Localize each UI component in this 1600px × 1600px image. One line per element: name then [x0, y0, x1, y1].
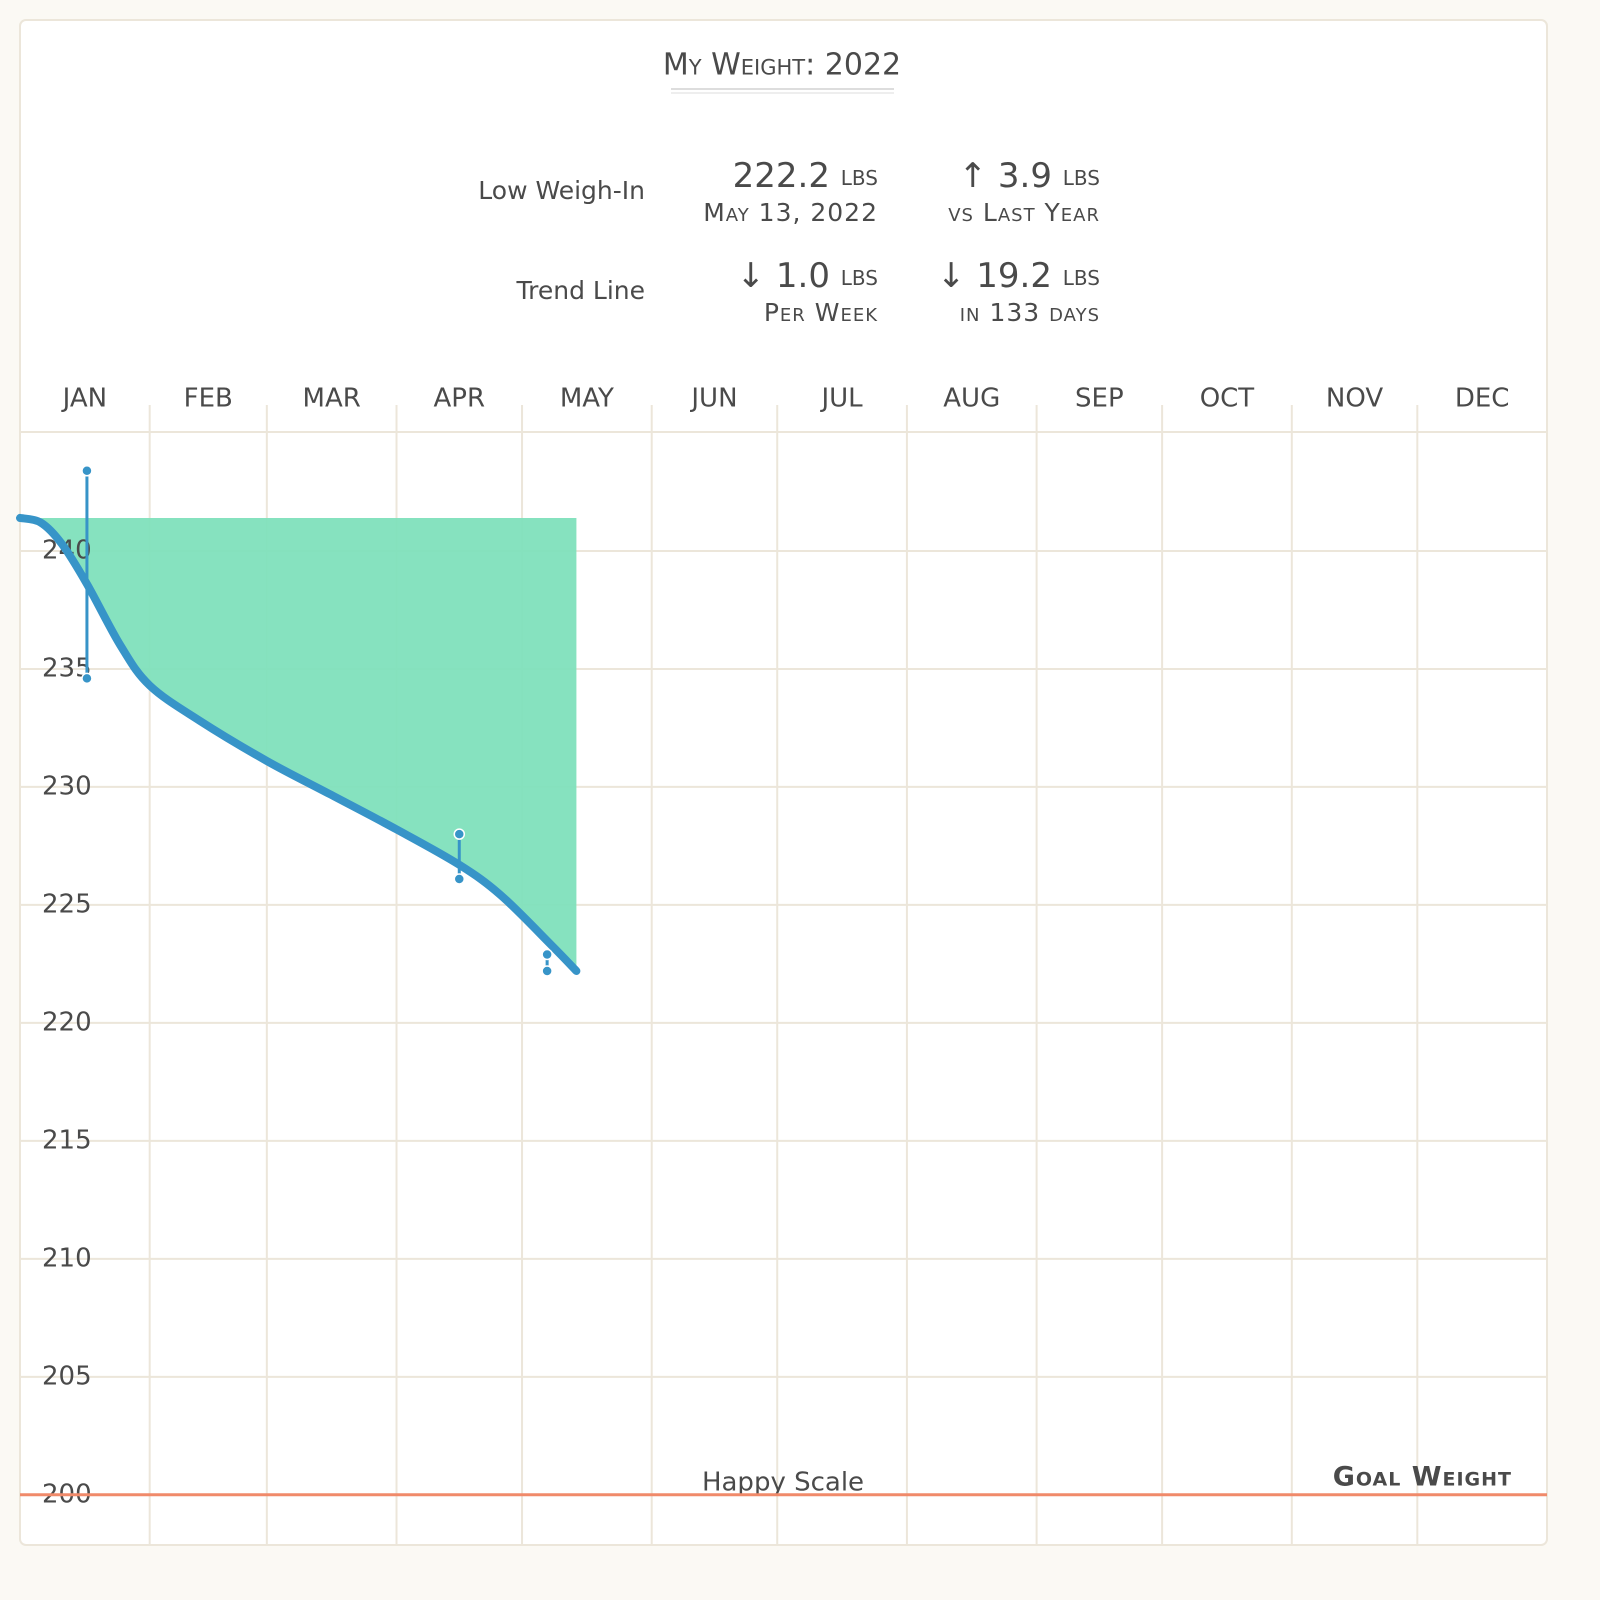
stat-number: ↓ 19.2 — [937, 256, 1052, 296]
y-tick-label: 225 — [42, 889, 92, 919]
stat-note: in 133 days — [960, 298, 1100, 327]
stat-label: Low Weigh-In — [478, 176, 645, 205]
range-high — [81, 465, 93, 477]
x-tick-label: AUG — [943, 384, 1000, 414]
trend-area — [20, 517, 577, 971]
range-high — [541, 948, 553, 961]
range-high — [453, 828, 466, 840]
stat-value: ↓ 1.0 lbs — [737, 256, 878, 296]
x-tick-label: NOV — [1326, 384, 1383, 414]
stat-number: ↓ 1.0 — [737, 256, 830, 296]
range-low — [81, 672, 93, 685]
stat-unit: lbs — [841, 259, 878, 292]
watermark: Happy Scale — [702, 1467, 864, 1497]
x-tick-label: JAN — [61, 384, 107, 414]
goal-label: Goal Weight — [1333, 1461, 1512, 1492]
stat-space — [830, 156, 841, 196]
y-tick-label: 230 — [42, 771, 92, 801]
stat-space — [1052, 156, 1063, 196]
x-tick-label: MAY — [560, 384, 614, 414]
x-tick-label: JUN — [689, 384, 737, 414]
stat-space — [830, 256, 841, 296]
y-tick-label: 215 — [42, 1125, 92, 1155]
x-tick-label: APR — [434, 384, 486, 414]
stat-label: Trend Line — [516, 276, 645, 305]
x-tick-label: JUL — [819, 384, 863, 414]
stat-number: ↑ 3.9 — [959, 156, 1052, 196]
stat-space — [1052, 256, 1063, 296]
stat-unit: lbs — [841, 159, 878, 192]
x-tick-label: OCT — [1200, 384, 1255, 414]
stat-value: ↓ 19.2 lbs — [937, 256, 1100, 296]
stat-note: Per Week — [764, 298, 878, 327]
x-tick-label: SEP — [1075, 384, 1124, 414]
stat-unit: lbs — [1063, 159, 1100, 192]
stat-unit: lbs — [1063, 259, 1100, 292]
y-tick-label: 205 — [42, 1361, 92, 1391]
chart-title: My Weight: 2022 — [663, 48, 901, 83]
x-tick-label: DEC — [1455, 384, 1510, 414]
stat-note: vs Last Year — [948, 198, 1100, 227]
x-tick-label: MAR — [303, 384, 361, 414]
y-tick-label: 210 — [42, 1243, 92, 1273]
range-low — [453, 873, 466, 885]
y-tick-label: 220 — [42, 1007, 92, 1037]
stat-note: May 13, 2022 — [703, 198, 878, 227]
range-low — [541, 965, 553, 977]
x-tick-label: FEB — [184, 384, 233, 414]
trend-line — [16, 513, 581, 975]
stat-value: 222.2 lbs — [733, 156, 878, 196]
stat-value: ↑ 3.9 lbs — [959, 156, 1100, 196]
stat-number: 222.2 — [733, 156, 830, 196]
card — [19, 19, 1548, 1546]
